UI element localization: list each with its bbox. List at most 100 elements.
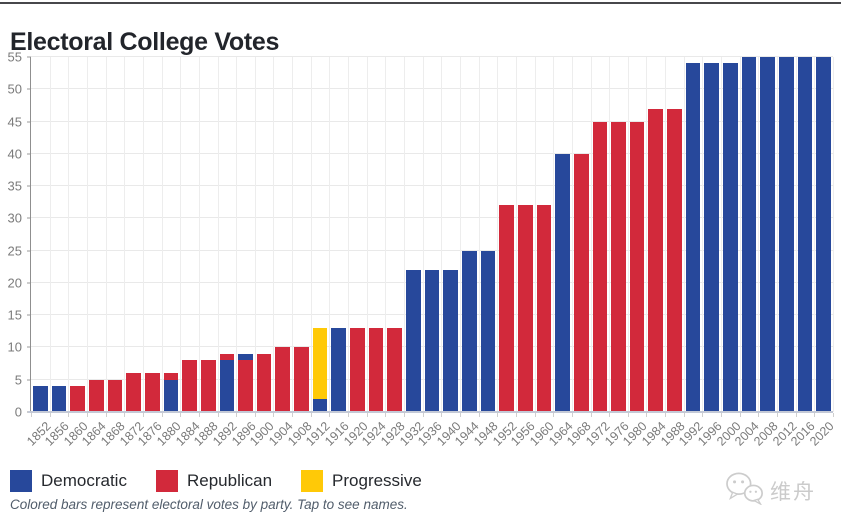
bar-segment-republican [256,353,272,412]
bar-1876[interactable] [144,57,160,412]
bar-1924[interactable] [368,57,384,412]
bar-slot-2012 [777,57,796,412]
bar-1928[interactable] [387,57,402,412]
bar-1940[interactable] [443,57,458,412]
bar-slot-1872 [124,57,143,412]
x-axis-tick [273,413,275,417]
legend-item-republican[interactable]: Republican [155,470,272,492]
bar-1960[interactable] [536,57,552,412]
bar-1856[interactable] [51,57,67,412]
x-axis-tick [404,413,406,417]
x-gridline [497,57,499,412]
x-axis-tick [702,413,704,417]
bar-slot-1984 [646,57,665,412]
legend-item-progressive[interactable]: Progressive [301,470,422,492]
bar-1920[interactable] [350,57,365,412]
x-gridline [833,57,834,412]
bar-segment-democratic [312,399,328,412]
bar-2020[interactable] [816,57,831,412]
bar-1860[interactable] [70,57,85,412]
bar-1996[interactable] [704,57,720,412]
y-axis-line [30,57,31,412]
x-gridline [68,57,70,412]
bar-segment-democratic [760,57,776,412]
bar-1972[interactable] [592,57,608,412]
bar-1888[interactable] [200,57,216,412]
bar-1992[interactable] [685,57,701,412]
bar-slot-2008 [758,57,777,412]
bar-1952[interactable] [499,57,514,412]
x-axis-tick [683,413,685,417]
bar-segment-republican [629,121,645,412]
bar-1980[interactable] [629,57,645,412]
bar-2008[interactable] [760,57,776,412]
x-axis-tick [571,413,573,417]
bar-1932[interactable] [406,57,421,412]
y-axis: 0 5 10 15 20 25 30 35 40 45 50 55 [0,50,31,420]
bar-1984[interactable] [648,57,664,412]
bar-segment-republican [107,379,123,412]
bar-1896[interactable] [238,57,253,412]
bar-segment-republican [499,205,514,412]
bar-1956[interactable] [517,57,533,412]
bar-1900[interactable] [256,57,272,412]
bar-2000[interactable] [723,57,738,412]
x-gridline [758,57,760,412]
bar-2004[interactable] [741,57,757,412]
bar-segment-republican [182,360,197,412]
x-gridline [385,57,387,412]
bar-1964[interactable] [555,57,570,412]
bar-2012[interactable] [779,57,794,412]
bar-1912[interactable] [312,57,328,412]
bar-1948[interactable] [480,57,496,412]
bar-1988[interactable] [667,57,682,412]
x-gridline [236,57,238,412]
watermark-text: 维舟 [770,479,816,504]
bar-2016[interactable] [797,57,813,412]
bar-1916[interactable] [331,57,347,412]
bar-1968[interactable] [573,57,589,412]
bar-segment-democratic [33,386,48,412]
bar-segment-republican [648,108,664,412]
x-axis-tick [795,413,797,417]
bar-1944[interactable] [461,57,477,412]
bar-1892[interactable] [219,57,235,412]
x-axis-tick [646,413,648,417]
bar-1976[interactable] [611,57,626,412]
bar-segment-republican [611,121,626,412]
x-gridline [161,57,163,412]
bar-segment-democratic [704,63,720,412]
bar-slot-1996 [702,57,721,412]
x-axis-tick [385,413,387,417]
bar-1908[interactable] [294,57,309,412]
bar-slot-1948 [479,57,498,412]
bar-1936[interactable] [424,57,440,412]
bar-segment-democratic [797,57,813,412]
x-gridline [553,57,555,412]
bar-slot-1964 [553,57,572,412]
x-gridline [721,57,723,412]
y-axis-tick [27,185,31,187]
x-axis-tick [478,413,480,417]
bar-1904[interactable] [275,57,291,412]
plot-area [28,56,834,417]
bar-1880[interactable] [163,57,179,412]
y-axis-tick [27,88,31,90]
bar-segment-republican [667,108,682,412]
bar-segment-democratic [741,57,757,412]
x-axis-tick [31,413,32,417]
bar-slot-1920 [348,57,367,412]
bar-slot-1884 [180,57,199,412]
bar-1884[interactable] [182,57,197,412]
bar-slot-1972 [591,57,610,412]
bar-slot-1852 [31,57,50,412]
bar-1852[interactable] [33,57,48,412]
y-axis-label-0: 0 [14,404,22,420]
bar-1868[interactable] [107,57,123,412]
x-gridline [310,57,312,412]
bar-segment-progressive [312,328,328,400]
bar-1864[interactable] [88,57,104,412]
bar-1872[interactable] [126,57,141,412]
y-axis-label-5: 5 [14,372,22,388]
legend-item-democratic[interactable]: Democratic [10,470,127,492]
